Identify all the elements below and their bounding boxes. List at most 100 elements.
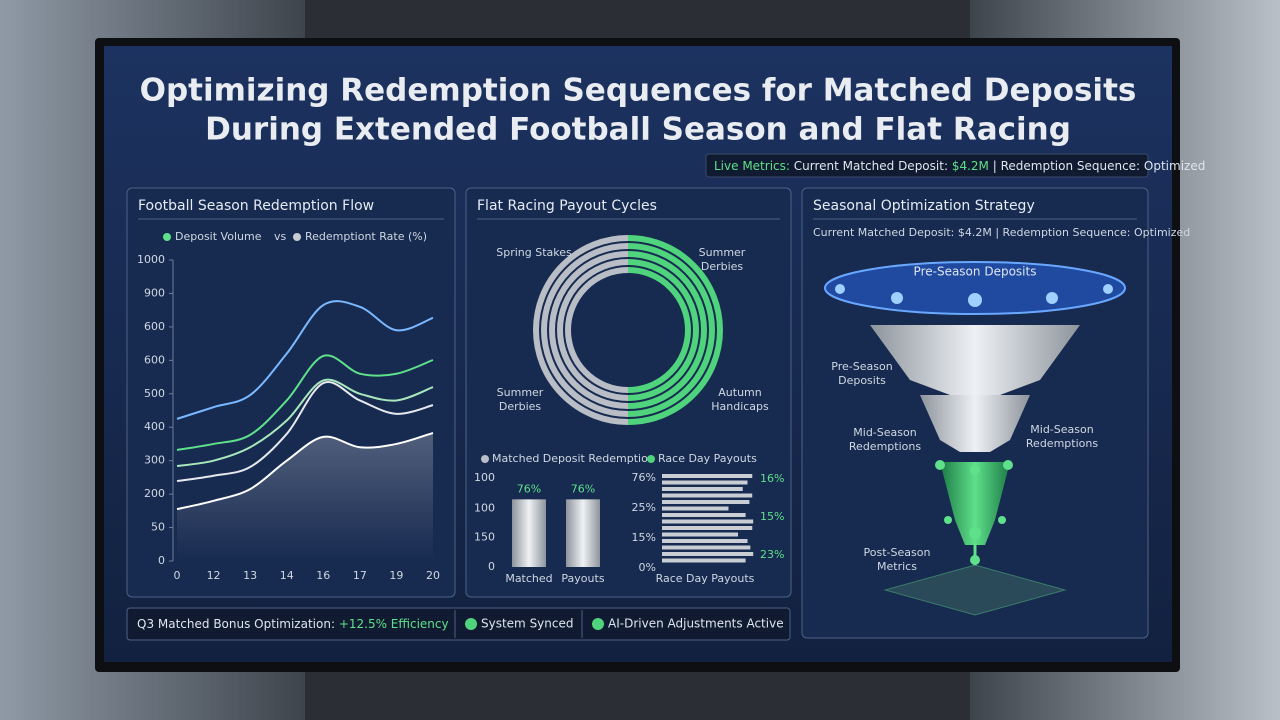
segment-label: Summer Derbies <box>699 246 746 273</box>
bar <box>512 499 546 567</box>
hbar <box>662 539 748 543</box>
line <box>176 381 434 483</box>
funnel-label: Pre-Season Deposits <box>914 265 1037 279</box>
live-box <box>705 153 1149 178</box>
funnel-tier <box>940 462 1010 545</box>
segment-label: Summer Derbies <box>497 386 544 413</box>
nodes <box>935 460 1013 565</box>
x-tick-label: 17 <box>353 569 367 582</box>
line <box>176 354 434 451</box>
x-tick-label: 14 <box>280 569 294 582</box>
hbar <box>662 506 729 511</box>
y-tick-label: 50 <box>151 521 165 534</box>
y-tick-label: 600 <box>144 353 165 366</box>
live-metrics: Live Metrics: Current Matched Deposit: $… <box>714 159 1205 173</box>
y-tick-label: 100 <box>474 501 495 514</box>
y-tick-label: 0 <box>488 560 495 573</box>
y-tick-label: 400 <box>144 420 165 433</box>
x-tick-label: Payouts <box>561 572 604 585</box>
hbar <box>662 545 751 550</box>
hbar <box>662 480 748 485</box>
hbar <box>662 513 746 517</box>
funnel-label: Mid-Season Redemptions <box>1026 423 1098 450</box>
x-tick-label: 13 <box>243 569 257 582</box>
x-tick-label: 0 <box>174 569 181 582</box>
dashboard: Optimizing Redemption Sequences for Matc… <box>126 73 1205 641</box>
nodes <box>835 284 1113 307</box>
funnel-tier <box>920 395 1030 452</box>
status: System Synced <box>481 617 573 631</box>
line <box>176 431 434 511</box>
hbar <box>662 474 753 478</box>
funnel-tier <box>870 325 1080 395</box>
hbar-label: 16% <box>760 472 784 485</box>
funnel-label: Post-Season Metrics <box>864 546 931 573</box>
status-bar <box>126 607 791 641</box>
legend-dot <box>481 455 489 463</box>
legend-entry: Race Day Payouts <box>658 452 757 465</box>
hbar <box>662 500 750 504</box>
y-tick-label: 150 <box>474 531 495 544</box>
legend-entry: Deposit Volume <box>175 230 262 243</box>
x-tick-label: 16 <box>316 569 330 582</box>
check-icon <box>592 618 604 630</box>
subtitle: Current Matched Deposit: $4.2M | Redempt… <box>813 226 1190 239</box>
hbar <box>662 493 753 498</box>
y-tick-label: 0 <box>158 554 165 567</box>
y-tick-label: 100 <box>474 471 495 484</box>
title: During Extended Football Season and Flat… <box>205 112 1071 148</box>
panel-title: Football Season Redemption Flow <box>138 198 374 214</box>
y-tick-label: 900 <box>144 286 165 299</box>
hbar <box>662 532 738 537</box>
check-icon <box>465 618 477 630</box>
legend-entry: Redemptiont Rate (%) <box>305 230 427 243</box>
y-tick-label: 600 <box>144 320 165 333</box>
hbar-label: 0% <box>639 561 656 574</box>
title: Optimizing Redemption Sequences for Matc… <box>140 73 1137 109</box>
hbar-label: 25% <box>632 501 656 514</box>
hbar <box>662 519 754 524</box>
bar <box>566 499 600 567</box>
funnel-label: Mid-Season Redemptions <box>849 426 921 453</box>
donut-segment <box>627 235 723 331</box>
hbar <box>662 487 743 491</box>
y-tick-label: 500 <box>144 387 165 400</box>
legend-dot <box>647 455 655 463</box>
value-label: 76% <box>571 482 595 495</box>
legend-entry: Matched Deposit Redemption <box>492 452 655 465</box>
y-tick-label: 1000 <box>137 253 165 266</box>
line <box>176 378 434 468</box>
x-tick-label: 19 <box>389 569 403 582</box>
y-tick-label: 300 <box>144 454 165 467</box>
value-label: 76% <box>517 482 541 495</box>
x-tick-label: 20 <box>426 569 440 582</box>
status: Q3 Matched Bonus Optimization: +12.5% Ef… <box>137 617 449 631</box>
panel-title: Seasonal Optimization Strategy <box>813 198 1035 214</box>
hbar-label: 15% <box>632 531 656 544</box>
base <box>883 564 1067 616</box>
donut-segment <box>627 329 723 425</box>
funnel-label: Pre-Season Deposits <box>831 360 892 387</box>
area <box>177 432 433 561</box>
donut-segment <box>533 329 629 425</box>
y-tick-label: 200 <box>144 487 165 500</box>
legend-dot <box>163 233 171 241</box>
hbar-label: 23% <box>760 548 784 561</box>
hbar <box>662 526 753 530</box>
segment-label: Autumn Handicaps <box>711 386 769 413</box>
panel-title: Flat Racing Payout Cycles <box>477 198 657 214</box>
status: AI-Driven Adjustments Active <box>608 617 784 631</box>
legend-entry: vs <box>274 230 287 243</box>
donut-segment <box>533 235 629 331</box>
hbar-label: 15% <box>760 510 784 523</box>
x-tick-label: 12 <box>207 569 221 582</box>
segment-label: Spring Stakes <box>496 246 572 259</box>
line <box>176 300 434 420</box>
hbar-label: 76% <box>632 471 656 484</box>
x-tick-label: Matched <box>505 572 552 585</box>
axis-label: Race Day Payouts <box>656 572 755 585</box>
hbar <box>662 552 754 556</box>
hbar <box>662 558 746 563</box>
legend-dot <box>293 233 301 241</box>
